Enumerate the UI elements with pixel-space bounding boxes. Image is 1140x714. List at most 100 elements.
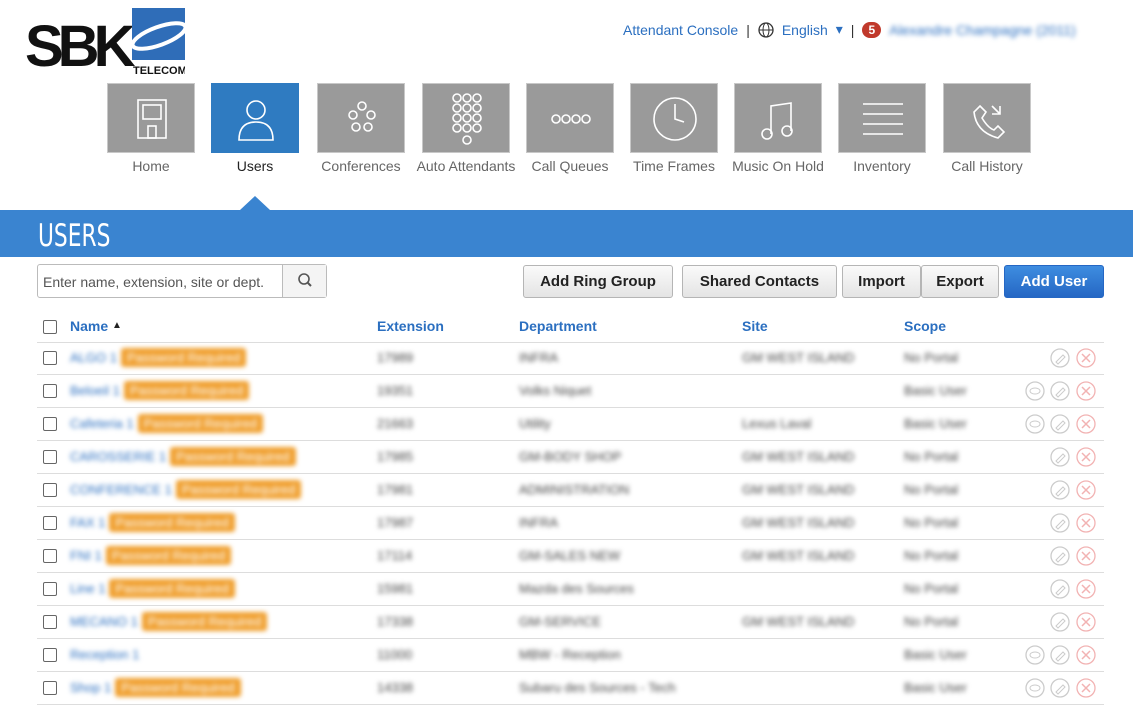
button[interactable]: Add User (1004, 265, 1104, 298)
site-cell: GM WEST ISLAND (742, 449, 855, 464)
action-icons[interactable] (1022, 413, 1106, 435)
row-divider (37, 704, 1104, 705)
notification-count[interactable]: 5 (862, 21, 882, 38)
nav-tile[interactable] (317, 83, 405, 153)
button[interactable]: Export (921, 265, 999, 298)
extension-cell: 17987 (377, 515, 414, 530)
action-icons[interactable] (1022, 644, 1106, 666)
department-cell: INFRA (519, 350, 558, 365)
row-checkbox[interactable] (43, 351, 57, 365)
column-header[interactable]: Department (519, 318, 597, 334)
scope-cell: No Portal (904, 515, 959, 530)
user-name[interactable]: Beloeil 1 (70, 383, 120, 398)
department-cell: Utility (519, 416, 551, 431)
row-checkbox[interactable] (43, 516, 57, 530)
nav-label[interactable]: Conferences (321, 158, 401, 174)
column-header[interactable]: Name (70, 318, 109, 334)
column-header[interactable]: Extension (377, 318, 444, 334)
row-checkbox[interactable] (43, 417, 57, 431)
scope-cell: No Portal (904, 614, 959, 629)
row-checkbox[interactable] (43, 549, 57, 563)
nav-label[interactable]: Music On Hold (732, 158, 824, 174)
name-cell: CAROSSERIE 1 Password Required (70, 447, 296, 466)
action-icons[interactable] (1022, 446, 1106, 468)
user-name[interactable]: MECANO 1 (70, 614, 138, 629)
nav-label[interactable]: Time Frames (633, 158, 715, 174)
nav-tile[interactable] (943, 83, 1031, 153)
button[interactable]: Add Ring Group (523, 265, 673, 298)
row-checkbox[interactable] (43, 681, 57, 695)
action-icons[interactable] (1022, 479, 1106, 501)
nav-label[interactable]: Home (132, 158, 170, 174)
status-badge: Password Required (109, 579, 235, 598)
row-actions (1022, 578, 1106, 605)
row-divider (37, 572, 1104, 573)
action-icons[interactable] (1022, 347, 1106, 369)
nav-label[interactable]: Call Queues (531, 158, 609, 174)
name-cell: MECANO 1 Password Required (70, 612, 268, 631)
nav-tile[interactable] (630, 83, 718, 153)
logo-text: SBK (25, 14, 136, 76)
nav-label[interactable]: Call History (951, 158, 1023, 174)
row-checkbox[interactable] (43, 615, 57, 629)
row-checkbox[interactable] (43, 582, 57, 596)
status-badge: Password Required (123, 381, 250, 400)
status-badge: Password Required (120, 348, 247, 367)
row-actions (1022, 347, 1106, 374)
site-cell: GM WEST ISLAND (742, 350, 855, 365)
name-cell: Cafeteria 1 Password Required (70, 414, 264, 433)
nav-label[interactable]: Auto Attendants (416, 158, 516, 174)
user-name[interactable]: FAX 1 (70, 515, 106, 530)
row-divider (37, 374, 1104, 375)
logo: SBK TELECOM (25, 8, 185, 76)
action-icons[interactable] (1022, 512, 1106, 534)
nav-tile[interactable] (526, 83, 614, 153)
nav-tile[interactable] (422, 83, 510, 153)
user-name[interactable]: CAROSSERIE 1 (70, 449, 167, 464)
button[interactable]: Shared Contacts (682, 265, 837, 298)
scope-cell: Basic User (904, 383, 967, 398)
row-checkbox[interactable] (43, 648, 57, 662)
nav-tile[interactable] (838, 83, 926, 153)
select-all-checkbox[interactable] (43, 320, 57, 334)
scope-cell: Basic User (904, 680, 967, 695)
nav-tile[interactable] (734, 83, 822, 153)
console-link[interactable]: Attendant Console (623, 21, 739, 38)
department-cell: MBW - Reception (519, 647, 621, 662)
user-name[interactable]: Reception 1 (70, 647, 140, 662)
nav-label[interactable]: Users (236, 158, 274, 174)
extension-cell: 17114 (377, 548, 413, 563)
scope-cell: No Portal (904, 449, 959, 464)
action-icons[interactable] (1022, 677, 1106, 699)
nav-tile[interactable] (211, 83, 299, 153)
user-menu[interactable]: Alexandre Champagne (2011) (889, 21, 1076, 38)
extension-cell: 11000 (377, 647, 413, 662)
action-icons[interactable] (1022, 611, 1106, 633)
row-checkbox[interactable] (43, 483, 57, 497)
user-name[interactable]: FNI 1 (70, 548, 102, 563)
language[interactable]: English (781, 21, 828, 38)
extension-cell: 14338 (377, 680, 414, 695)
nav-tile[interactable] (107, 83, 195, 153)
action-icons[interactable] (1022, 380, 1106, 402)
user-name[interactable]: ALGO 1 (70, 350, 117, 365)
status-badge: Password Required (105, 546, 232, 565)
button[interactable]: Import (842, 265, 921, 298)
user-name[interactable]: Line 1 (70, 581, 106, 596)
search-box[interactable]: Enter name, extension, site or dept. (37, 264, 327, 298)
user-name[interactable]: CONFERENCE 1 (70, 482, 172, 497)
user-name[interactable]: Cafeteria 1 (70, 416, 134, 431)
section-title: USERS (38, 218, 111, 254)
name-cell: Line 1 Password Required (70, 579, 235, 598)
nav-label[interactable]: Inventory (853, 158, 911, 174)
user-name[interactable]: Shop 1 (70, 680, 112, 695)
row-divider (37, 440, 1104, 441)
row-checkbox[interactable] (43, 384, 57, 398)
action-icons[interactable] (1022, 578, 1106, 600)
site-cell: Lexus Laval (742, 416, 812, 431)
row-checkbox[interactable] (43, 450, 57, 464)
column-header[interactable]: Scope (904, 318, 947, 334)
top-links: Attendant Console | English ▾ | 5 Alexandre… (623, 21, 1076, 38)
action-icons[interactable] (1022, 545, 1106, 567)
column-header[interactable]: Site (742, 318, 768, 334)
